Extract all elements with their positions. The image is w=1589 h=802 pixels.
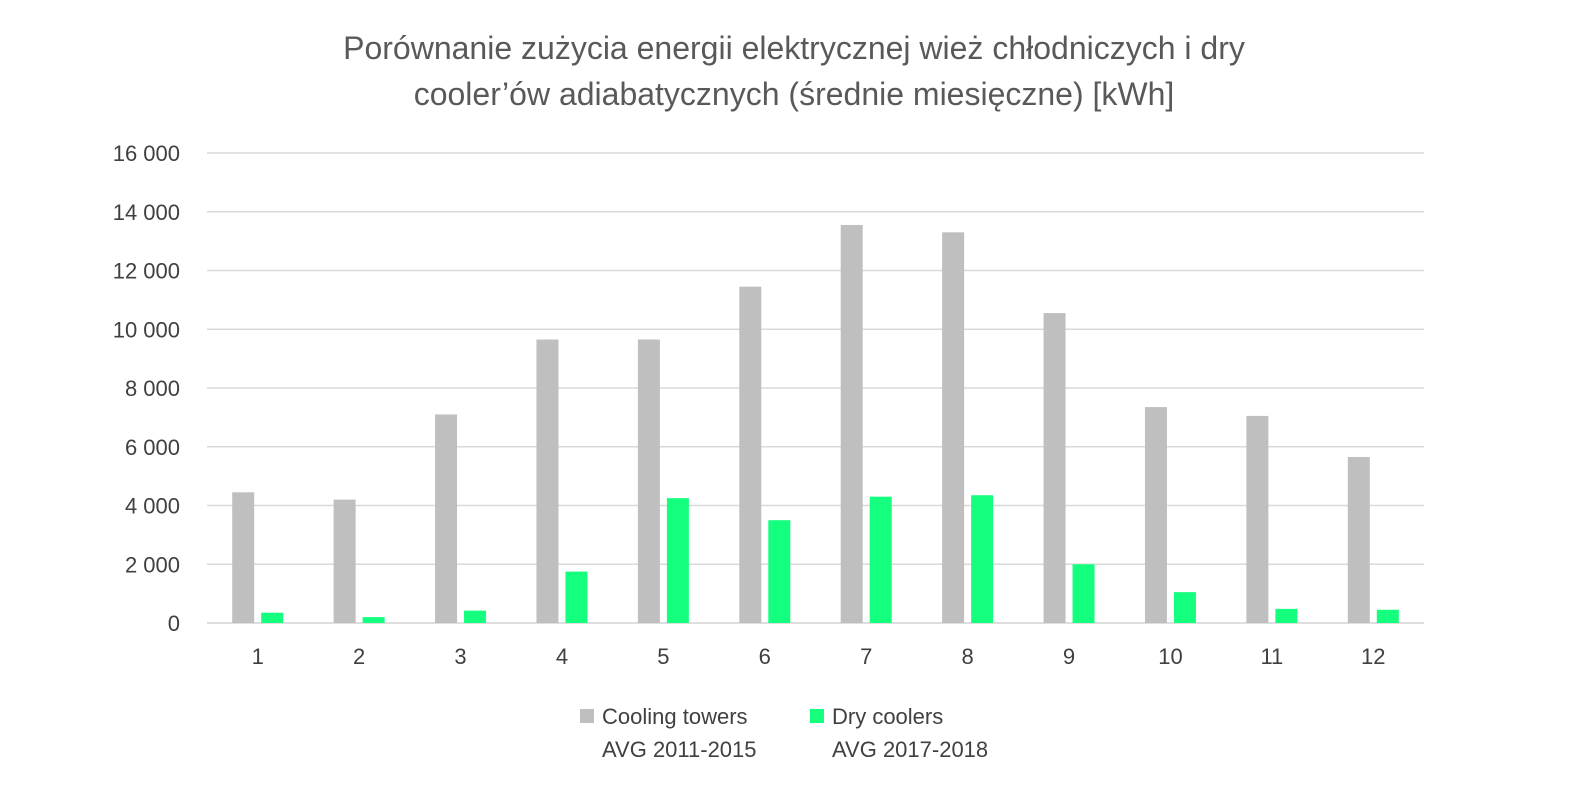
bar-dry-coolers-month-3 xyxy=(464,610,487,623)
legend-label-cooling-towers-line-2: AVG 2011-2015 xyxy=(602,737,757,762)
chart-title-line-1: Porównanie zużycia energii elektrycznej … xyxy=(343,30,1245,66)
bar-dry-coolers-month-9 xyxy=(1072,564,1095,623)
x-tick-label: 1 xyxy=(252,644,264,669)
y-tick-label: 2 000 xyxy=(125,552,180,577)
bar-dry-coolers-month-4 xyxy=(565,571,588,623)
chart-title: Porównanie zużycia energii elektrycznej … xyxy=(343,30,1245,112)
bar-cooling-towers-month-8 xyxy=(942,232,965,623)
x-tick-label: 12 xyxy=(1361,644,1385,669)
y-tick-label: 16 000 xyxy=(113,141,180,166)
bar-cooling-towers-month-1 xyxy=(232,492,255,623)
x-tick-label: 2 xyxy=(353,644,365,669)
y-tick-label: 8 000 xyxy=(125,376,180,401)
x-tick-label: 10 xyxy=(1158,644,1182,669)
x-tick-label: 7 xyxy=(860,644,872,669)
x-tick-label: 5 xyxy=(657,644,669,669)
bar-cooling-towers-month-12 xyxy=(1347,457,1370,623)
y-tick-label: 0 xyxy=(168,611,180,636)
x-tick-label: 11 xyxy=(1260,644,1283,669)
bar-dry-coolers-month-2 xyxy=(362,617,385,623)
bar-cooling-towers-month-3 xyxy=(435,414,458,623)
legend: Cooling towers AVG 2011-2015 Dry coolers… xyxy=(580,704,988,762)
bar-dry-coolers-month-12 xyxy=(1376,609,1399,623)
bar-cooling-towers-month-10 xyxy=(1144,407,1167,623)
legend-label-dry-coolers-line-2: AVG 2017-2018 xyxy=(832,737,988,762)
bar-cooling-towers-month-5 xyxy=(637,339,660,623)
y-tick-label: 4 000 xyxy=(125,494,180,519)
x-tick-label: 3 xyxy=(454,644,466,669)
legend-swatch-cooling-towers xyxy=(580,709,594,723)
bar-dry-coolers-month-1 xyxy=(261,612,284,623)
bar-dry-coolers-month-6 xyxy=(768,520,791,623)
bar-dry-coolers-month-5 xyxy=(666,498,689,623)
y-tick-label: 6 000 xyxy=(125,435,180,460)
bar-cooling-towers-month-9 xyxy=(1043,313,1066,623)
gridlines xyxy=(207,152,1424,624)
x-tick-label: 4 xyxy=(556,644,568,669)
y-tick-label: 14 000 xyxy=(113,200,180,225)
bar-dry-coolers-month-7 xyxy=(869,496,892,623)
bar-dry-coolers-month-8 xyxy=(971,495,994,623)
x-axis-ticks: 1 2 3 4 5 6 7 8 9 10 11 12 xyxy=(252,644,1386,669)
bar-cooling-towers-month-7 xyxy=(840,224,863,623)
legend-label-cooling-towers-line-1: Cooling towers xyxy=(602,704,748,729)
bar-dry-coolers-month-10 xyxy=(1173,592,1196,623)
y-tick-label: 12 000 xyxy=(113,259,180,284)
x-tick-label: 9 xyxy=(1063,644,1075,669)
bar-cooling-towers-month-2 xyxy=(333,499,356,623)
y-tick-label: 10 000 xyxy=(113,317,180,342)
legend-swatch-dry-coolers xyxy=(810,709,824,723)
bar-cooling-towers-month-11 xyxy=(1246,415,1269,623)
bars xyxy=(232,224,1399,623)
legend-label-dry-coolers-line-1: Dry coolers xyxy=(832,704,943,729)
chart-title-line-2: cooler’ów adiabatycznych (średnie miesię… xyxy=(414,76,1175,112)
x-tick-label: 6 xyxy=(759,644,771,669)
bar-cooling-towers-month-6 xyxy=(739,286,762,623)
bar-cooling-towers-month-4 xyxy=(536,339,559,623)
bar-dry-coolers-month-11 xyxy=(1275,608,1298,623)
y-axis-ticks: 0 2 000 4 000 6 000 8 000 10 000 12 000 14 000 1… xyxy=(113,141,180,636)
x-tick-label: 8 xyxy=(962,644,974,669)
